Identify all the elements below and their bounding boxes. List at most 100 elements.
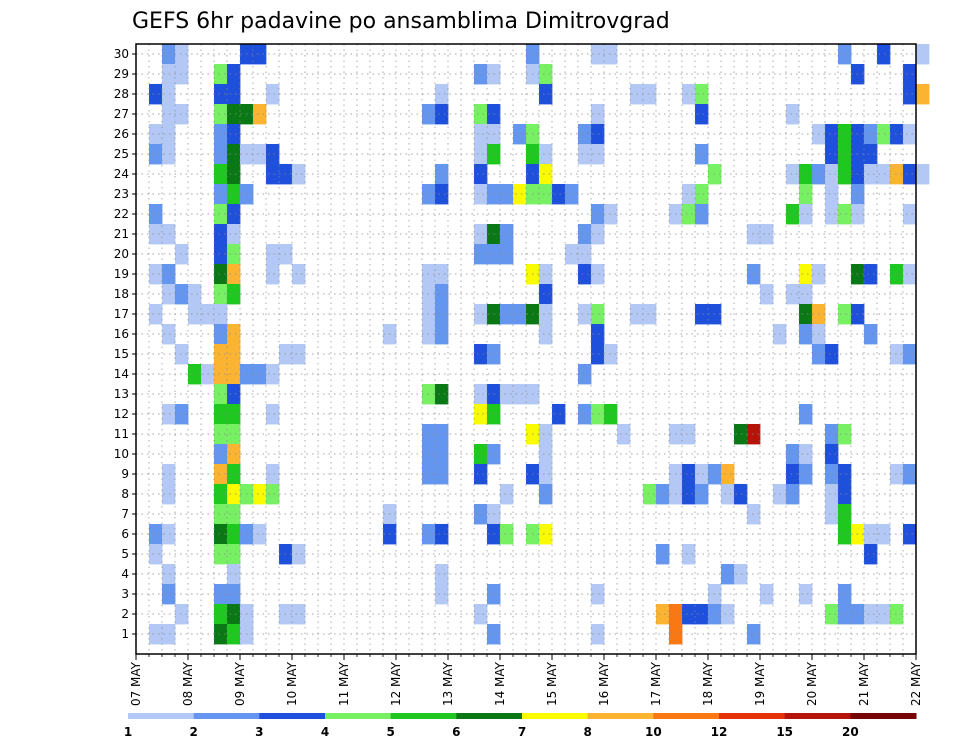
y-tick-label: 30 [114,47,129,61]
colorbar-label: 7 [518,725,526,739]
heatmap-cell [838,524,852,545]
heatmap-cell [253,524,267,545]
heatmap-cell [266,144,280,165]
heatmap-cell [578,244,592,265]
chart-title: GEFS 6hr padavine po ansamblima Dimitrov… [132,9,670,34]
heatmap-cell [838,464,852,485]
heatmap-cell [266,84,280,105]
heatmap-cell [877,44,891,65]
heatmap-cell [591,44,605,65]
heatmap-cell [695,304,709,325]
heatmap-cell [435,384,449,405]
x-tick-label: 14 MAY [493,661,507,706]
heatmap-cell [695,84,709,105]
colorbar-swatch [193,713,260,719]
heatmap-cell [838,484,852,505]
heatmap-cell [162,264,176,285]
heatmap-cell [227,604,241,625]
heatmap-cell [266,484,280,505]
heatmap-cell [578,144,592,165]
heatmap-cell [799,464,813,485]
heatmap-cell [877,524,891,545]
heatmap-cell [682,424,696,445]
heatmap-cell [227,524,241,545]
heatmap-cell [227,544,241,565]
heatmap-cell [695,104,709,125]
heatmap-cell [838,44,852,65]
heatmap-cell [825,464,839,485]
y-tick-label: 15 [114,347,129,361]
heatmap-cell [435,264,449,285]
heatmap-cell [435,564,449,585]
x-tick-label: 12 MAY [389,661,403,706]
heatmap-cell [214,444,228,465]
heatmap-cell [214,64,228,85]
heatmap-cell [539,464,553,485]
heatmap-cell [292,544,306,565]
y-tick-label: 16 [114,327,129,341]
heatmap-cell [214,104,228,125]
heatmap-cell [591,324,605,345]
heatmap-cell [825,444,839,465]
heatmap-cell [500,524,514,545]
heatmap-cell [227,464,241,485]
heatmap-cell [838,504,852,525]
heatmap-cell [227,584,241,605]
heatmap-cell [162,224,176,245]
colorbar-swatch [128,713,195,719]
x-tick-label: 16 MAY [597,661,611,706]
heatmap-cell [500,304,514,325]
heatmap-cell [162,484,176,505]
heatmap-cell [838,164,852,185]
x-tick-label: 20 MAY [805,661,819,706]
heatmap-cell [162,104,176,125]
heatmap-cell [838,304,852,325]
heatmap-cell [214,204,228,225]
heatmap-cell [799,304,813,325]
heatmap-cell [591,104,605,125]
heatmap-cell [695,144,709,165]
heatmap-cell [747,624,761,645]
heatmap-cell [864,524,878,545]
heatmap-cell [890,124,904,145]
heatmap-cell [825,504,839,525]
heatmap-cell [578,404,592,425]
heatmap-cell [903,164,917,185]
heatmap-cell [578,304,592,325]
heatmap-cell [903,264,917,285]
heatmap-cell [825,124,839,145]
y-tick-label: 19 [114,267,129,281]
heatmap-cell [214,604,228,625]
colorbar-swatch [390,713,457,719]
heatmap-cell [227,84,241,105]
heatmap-cell [292,604,306,625]
heatmap-cell [253,104,267,125]
heatmap-cell [435,84,449,105]
heatmap-cell [227,184,241,205]
heatmap-cell [721,464,735,485]
heatmap-cell [591,124,605,145]
heatmap-cell [227,444,241,465]
heatmap-cell [864,324,878,345]
y-tick-label: 29 [114,67,129,81]
heatmap-cell [474,504,488,525]
heatmap-cell [591,624,605,645]
heatmap-cell [474,184,488,205]
heatmap-cell [162,464,176,485]
heatmap-cell [214,244,228,265]
heatmap-cell [474,104,488,125]
heatmap-cell [682,544,696,565]
colorbar-label: 12 [711,725,728,739]
heatmap-cell [227,324,241,345]
heatmap-cell [435,424,449,445]
heatmap-cell [578,264,592,285]
colorbar-label: 15 [776,725,793,739]
heatmap-cell [539,424,553,445]
heatmap-cell [266,264,280,285]
heatmap-cell [253,44,267,65]
heatmap-cell [292,164,306,185]
heatmap-cell [825,424,839,445]
colorbar-swatch [850,713,917,719]
heatmap-cell [513,124,527,145]
x-tick-label: 15 MAY [545,661,559,706]
